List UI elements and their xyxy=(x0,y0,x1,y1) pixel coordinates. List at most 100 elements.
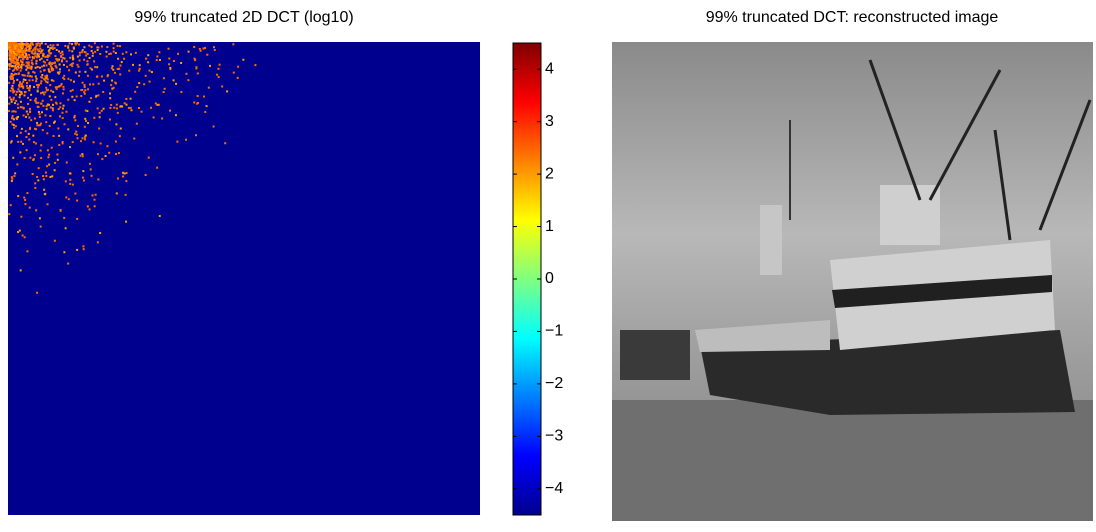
speckle xyxy=(144,174,147,177)
reconstructed-image xyxy=(612,42,1093,521)
speckle xyxy=(36,56,39,59)
speckle xyxy=(96,107,99,110)
speckle xyxy=(22,63,25,66)
speckle xyxy=(91,52,94,55)
speckle xyxy=(58,58,61,61)
speckle xyxy=(37,49,40,52)
speckle xyxy=(11,117,14,120)
speckle xyxy=(37,167,40,170)
speckle xyxy=(148,80,151,83)
speckle xyxy=(63,74,66,77)
speckle xyxy=(83,50,86,53)
speckle xyxy=(28,86,31,89)
speckle xyxy=(123,172,126,175)
speckle xyxy=(20,60,23,63)
speckle xyxy=(27,61,30,64)
speckle xyxy=(17,195,20,198)
speckle xyxy=(16,103,19,106)
speckle xyxy=(38,115,41,118)
speckle xyxy=(84,109,87,112)
speckle xyxy=(19,106,22,109)
speckle xyxy=(206,53,209,56)
speckle xyxy=(10,65,13,68)
speckle xyxy=(33,117,36,120)
speckle xyxy=(26,81,29,84)
speckle xyxy=(50,89,53,92)
speckle xyxy=(25,52,28,55)
speckle xyxy=(25,84,28,87)
speckle xyxy=(106,145,109,148)
speckle xyxy=(125,103,128,106)
colorbar-tick-label: −3 xyxy=(545,428,563,445)
speckle xyxy=(34,66,37,69)
speckle xyxy=(21,45,24,48)
right-title: 99% truncated DCT: reconstructed image xyxy=(706,9,999,26)
speckle xyxy=(20,82,23,85)
speckle xyxy=(196,95,199,98)
speckle xyxy=(48,51,51,54)
speckle xyxy=(134,51,137,54)
speckle xyxy=(20,54,23,57)
water xyxy=(612,400,1093,521)
speckle xyxy=(19,151,22,154)
speckle xyxy=(53,121,56,124)
speckle xyxy=(49,52,52,55)
speckle xyxy=(20,127,23,130)
speckle xyxy=(127,106,130,109)
speckle xyxy=(97,82,100,85)
speckle xyxy=(34,97,37,100)
speckle xyxy=(12,57,15,60)
speckle xyxy=(15,61,18,64)
speckle xyxy=(94,66,97,69)
speckle xyxy=(28,84,31,87)
colorbar-tick-label: −1 xyxy=(545,323,563,340)
mast xyxy=(868,59,922,201)
speckle xyxy=(47,156,50,159)
speckle xyxy=(60,82,63,85)
speckle xyxy=(8,67,11,70)
speckle xyxy=(90,174,93,177)
speckle xyxy=(105,55,108,58)
colorbar xyxy=(512,42,542,516)
speckle xyxy=(148,69,151,72)
speckle xyxy=(41,129,44,132)
speckle xyxy=(158,51,161,54)
speckle xyxy=(144,74,147,77)
speckle xyxy=(21,106,24,109)
speckle xyxy=(45,55,48,58)
dct-coefficients xyxy=(8,42,257,294)
speckle xyxy=(169,109,172,112)
speckle xyxy=(13,79,16,82)
speckle xyxy=(125,172,128,175)
speckle xyxy=(20,215,23,218)
speckle xyxy=(9,55,12,58)
cabin xyxy=(880,185,940,245)
speckle xyxy=(57,72,60,75)
speckle xyxy=(49,106,52,109)
speckle xyxy=(114,71,117,74)
speckle xyxy=(9,75,12,78)
speckle xyxy=(21,74,24,77)
speckle xyxy=(18,90,21,93)
speckle xyxy=(39,124,42,127)
speckle xyxy=(12,48,15,51)
speckle xyxy=(71,65,74,68)
speckle xyxy=(124,193,127,196)
speckle xyxy=(8,96,11,99)
speckle xyxy=(118,67,121,70)
speckle xyxy=(46,78,49,81)
speckle xyxy=(75,130,78,133)
speckle xyxy=(48,153,51,156)
speckle xyxy=(12,124,15,127)
speckle xyxy=(65,196,68,199)
speckle xyxy=(10,59,13,62)
speckle xyxy=(76,124,79,127)
speckle xyxy=(108,53,111,56)
speckle xyxy=(40,144,43,147)
speckle xyxy=(99,142,102,145)
speckle xyxy=(125,220,128,223)
speckle xyxy=(155,59,158,62)
speckle xyxy=(65,110,68,113)
speckle xyxy=(54,61,57,64)
speckle xyxy=(17,140,20,143)
